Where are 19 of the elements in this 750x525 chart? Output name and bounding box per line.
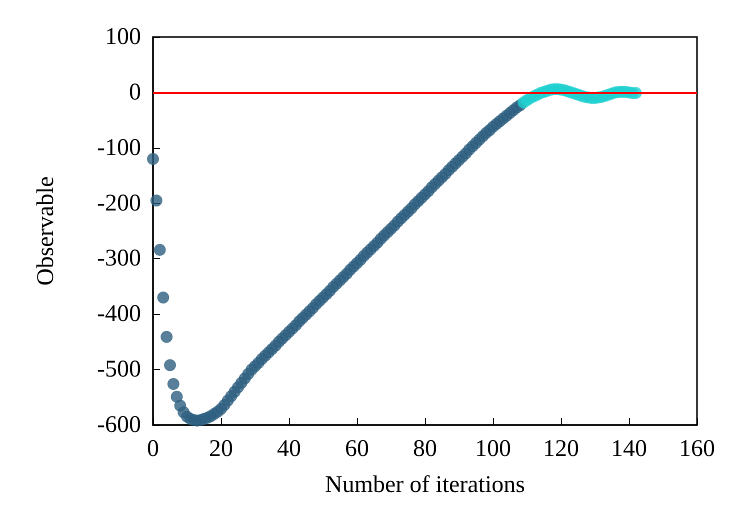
y-tick-label: -300 — [97, 246, 141, 272]
y-tick-label: -500 — [97, 356, 141, 383]
x-axis-title: Number of iterations — [325, 472, 525, 498]
x-tick-label: 80 — [413, 436, 437, 462]
x-tick-label: 140 — [611, 436, 647, 462]
x-tick-label: 20 — [209, 436, 233, 462]
x-tick-label: 60 — [345, 436, 369, 462]
y-tick-label: -200 — [97, 190, 141, 216]
x-tick-label: 0 — [147, 436, 159, 462]
x-tick-label: 40 — [277, 436, 301, 462]
y-tick-label: 0 — [129, 79, 141, 106]
y-tick-label: -400 — [97, 301, 141, 328]
y-axis-title: Observable — [33, 176, 59, 286]
y-tick-label: -600 — [97, 412, 141, 438]
x-tick-label: 100 — [475, 436, 511, 462]
x-tick-label: 160 — [679, 436, 715, 462]
x-tick-label: 120 — [543, 436, 579, 462]
y-tick-label: -100 — [97, 134, 141, 161]
y-tick-label: 100 — [105, 24, 141, 50]
